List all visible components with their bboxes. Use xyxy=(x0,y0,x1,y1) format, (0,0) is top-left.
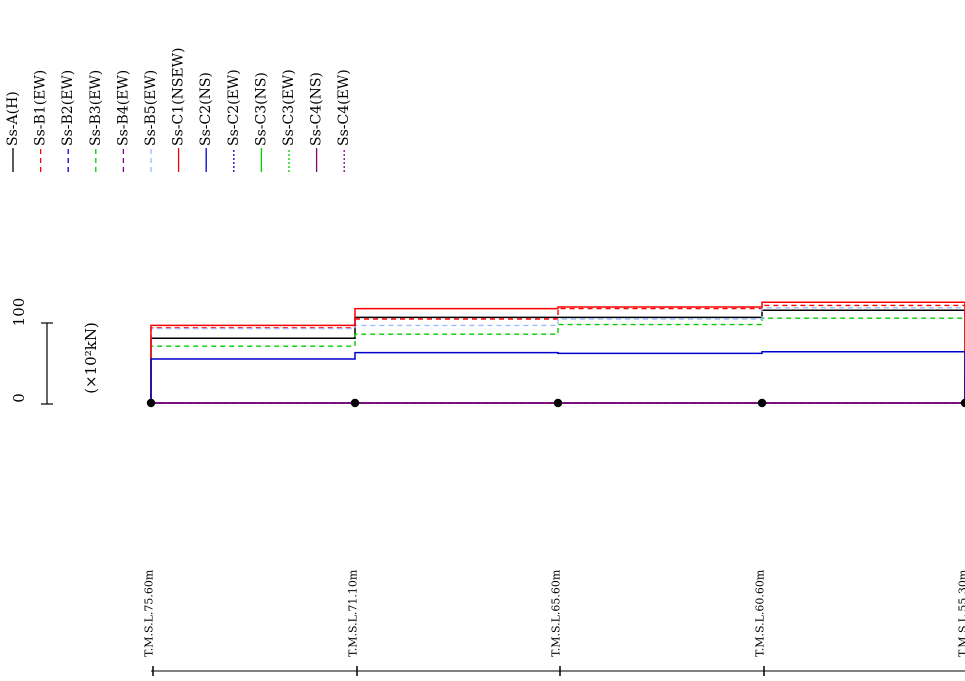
legend-label-ss-c4-ew: Ss-C4(EW) xyxy=(336,69,352,146)
scale-bar: 100 0 (×10²kN) xyxy=(10,298,100,404)
elevation-label: T.M.S.L.75.60m xyxy=(143,569,156,657)
node-marker xyxy=(961,399,965,407)
series-ss-c2-ns xyxy=(151,352,965,403)
elevation-label: T.M.S.L.55.30m xyxy=(957,569,965,657)
legend-label-ss-c4-ns: Ss-C4(NS) xyxy=(309,72,325,146)
legend-label-ss-b2-ew: Ss-B2(EW) xyxy=(60,70,76,146)
legend-label-ss-c2-ns: Ss-C2(NS) xyxy=(198,72,214,146)
series-ss-b3-ew xyxy=(151,318,965,403)
legend-label-ss-c2-ew: Ss-C2(EW) xyxy=(226,69,242,146)
elevation-axis: T.M.S.L.75.60m T.M.S.L.71.10m T.M.S.L.65.6… xyxy=(143,569,965,676)
legend-label-ss-c3-ew: Ss-C3(EW) xyxy=(281,69,297,146)
elevation-label: T.M.S.L.65.60m xyxy=(550,569,563,657)
node-marker xyxy=(758,399,766,407)
scale-tick-label-100: 100 xyxy=(10,298,28,327)
elevation-label: T.M.S.L.60.60m xyxy=(754,569,767,657)
legend: Ss-A(H) Ss-B1(EW) Ss-B2(EW) Ss-B3(EW) Ss-B4(… xyxy=(5,48,352,173)
legend-label-ss-b4-ew: Ss-B4(EW) xyxy=(115,70,131,146)
node-marker xyxy=(554,399,562,407)
legend-label-ss-a-h: Ss-A(H) xyxy=(5,91,21,146)
legend-label-ss-c1-nsew: Ss-C1(NSEW) xyxy=(171,48,187,147)
node-marker xyxy=(147,399,155,407)
series-ss-a-h xyxy=(151,310,965,403)
legend-label-ss-b1-ew: Ss-B1(EW) xyxy=(33,70,49,146)
scale-tick-label-0: 0 xyxy=(10,393,28,403)
node-marker xyxy=(351,399,359,407)
legend-label-ss-c3-ns: Ss-C3(NS) xyxy=(253,72,269,146)
legend-label-ss-b3-ew: Ss-B3(EW) xyxy=(88,70,104,146)
series-ss-b5-ew xyxy=(151,308,965,403)
scale-unit-label: (×10²kN) xyxy=(82,322,100,394)
legend-label-ss-b5-ew: Ss-B5(EW) xyxy=(143,70,159,146)
plot-area xyxy=(147,302,965,407)
elevation-label: T.M.S.L.71.10m xyxy=(347,569,360,657)
